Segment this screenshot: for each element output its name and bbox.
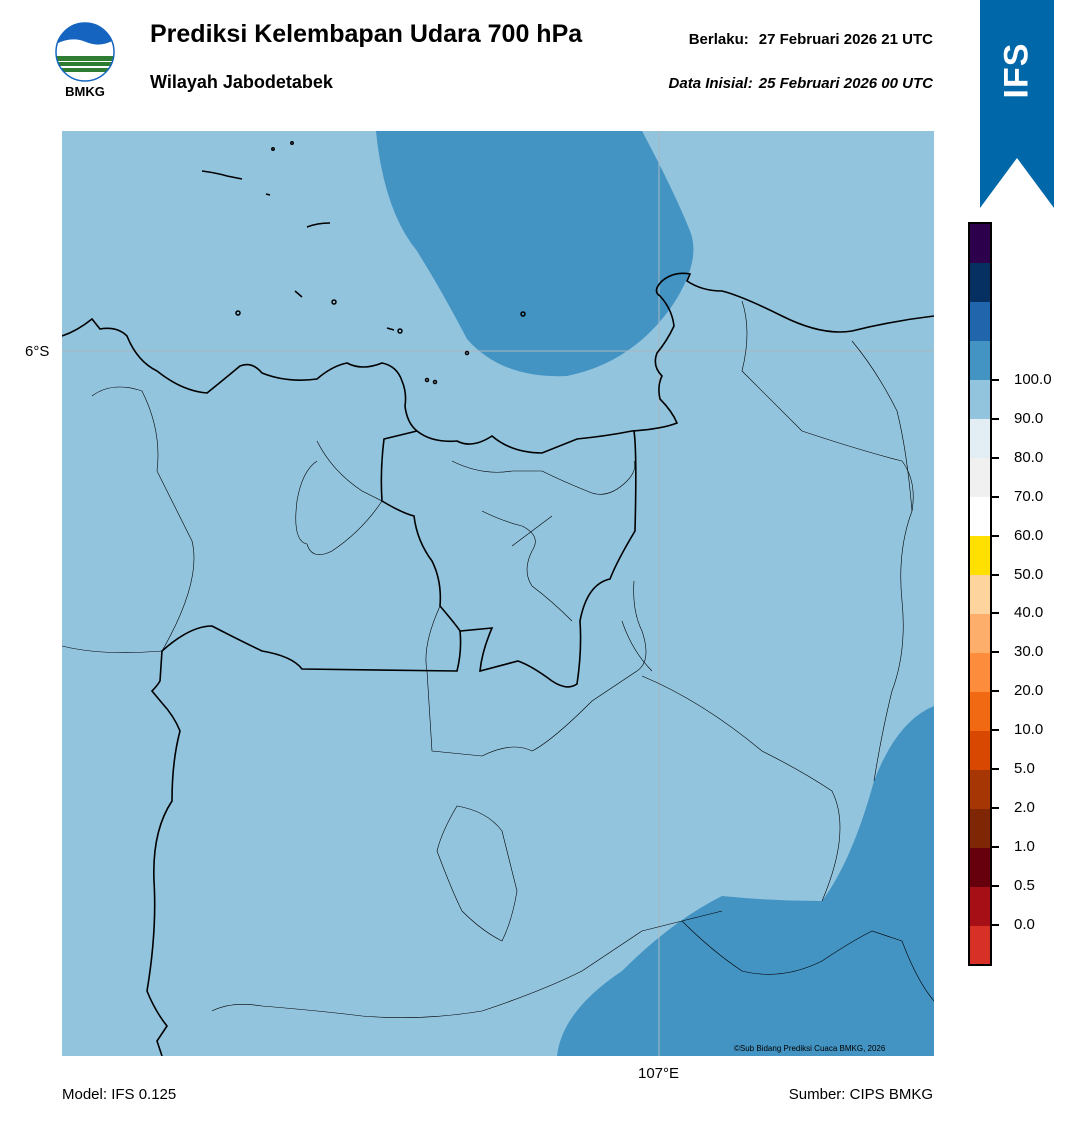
- colorbar-tick: [992, 885, 999, 888]
- colorbar-segment: [970, 847, 990, 887]
- ribbon-text: IFS: [997, 42, 1036, 98]
- colorbar-tick: [992, 807, 999, 810]
- colorbar-segment: [970, 769, 990, 809]
- colorbar-segment: [970, 535, 990, 576]
- colorbar-tick: [992, 768, 999, 771]
- colorbar-segment: [970, 730, 990, 770]
- coastline: [62, 272, 934, 454]
- colorbar-tick: [992, 924, 999, 927]
- colorbar-tick-label: 80.0: [1014, 448, 1044, 466]
- map-title: Prediksi Kelembapan Udara 700 hPa: [150, 20, 583, 48]
- ifs-ribbon-icon: [980, 0, 1054, 208]
- regency-boundaries: [62, 300, 934, 1018]
- valid-label: Berlaku:: [688, 31, 749, 48]
- colorbar-tick-label: 0.0: [1014, 916, 1035, 934]
- ribbon-label: IFS: [980, 0, 1054, 140]
- colorbar-tick: [992, 456, 999, 459]
- colorbar-tick: [992, 573, 999, 576]
- map-subtitle: Wilayah Jabodetabek: [150, 72, 333, 92]
- colorbar-tick-label: 5.0: [1014, 760, 1035, 778]
- valid-value: 27 Februari 2026 21 UTC: [758, 31, 933, 48]
- colorbar-segment: [970, 379, 990, 420]
- colorbar-tick: [992, 417, 999, 420]
- colorbar-tick-label: 10.0: [1014, 721, 1044, 739]
- thousand-islands: [201, 141, 526, 385]
- colorbar-tick: [992, 846, 999, 849]
- colorbar-tick-label: 70.0: [1014, 487, 1044, 505]
- colorbar-tick-label: 1.0: [1014, 838, 1035, 856]
- colorbar-tick-label: 30.0: [1014, 643, 1044, 661]
- colorbar-segment: [970, 224, 990, 264]
- humidity-70-80-region-south: [557, 706, 934, 1056]
- colorbar-segment: [970, 886, 990, 926]
- model-label: Model: IFS 0.125: [62, 1086, 177, 1103]
- colorbar-segment: [970, 340, 990, 381]
- colorbar-segment: [970, 457, 990, 498]
- init-label: Data Inisial:: [668, 75, 753, 92]
- init-value: 25 Februari 2026 00 UTC: [758, 75, 933, 92]
- colorbar-segment: [970, 574, 990, 614]
- colorbar-tick: [992, 495, 999, 498]
- province-boundary: [380, 430, 637, 688]
- colorbar-tick: [992, 534, 999, 537]
- colorbar-segment: [970, 808, 990, 848]
- source-label: Sumber: CIPS BMKG: [788, 1086, 933, 1103]
- latitude-label: 6°S: [25, 343, 50, 360]
- colorbar-tick-label: 90.0: [1014, 409, 1044, 427]
- colorbar-tick-label: 60.0: [1014, 526, 1044, 544]
- init-time: Data Inisial: 25 Februari 2026 00 UTC: [669, 75, 933, 92]
- longitude-label: 107°E: [638, 1065, 680, 1082]
- colorbar-segment: [970, 613, 990, 653]
- colorbar-tick-label: 50.0: [1014, 565, 1044, 583]
- colorbar-tick-label: 0.5: [1014, 877, 1035, 895]
- bmkg-logo-icon: [55, 22, 115, 82]
- colorbar-tick: [992, 378, 999, 381]
- colorbar: [968, 222, 992, 966]
- colorbar-tick-label: 100.0: [1014, 370, 1052, 388]
- colorbar-segment: [970, 496, 990, 537]
- humidity-map: [62, 131, 934, 1056]
- colorbar-tick-label: 20.0: [1014, 682, 1044, 700]
- colorbar-segment: [970, 652, 990, 692]
- colorbar-tick: [992, 690, 999, 693]
- valid-time: Berlaku: 27 Februari 2026 21 UTC: [689, 31, 933, 48]
- colorbar-tick-label: 40.0: [1014, 604, 1044, 622]
- colorbar-segment: [970, 925, 990, 964]
- humidity-70-80-region-north: [376, 131, 694, 377]
- colorbar-segment: [970, 262, 990, 303]
- map-copyright: ©Sub Bidang Prediksi Cuaca BMKG, 2026: [734, 1044, 886, 1053]
- colorbar-segment: [970, 691, 990, 731]
- province-boundary-west: [146, 625, 462, 1056]
- colorbar-tick: [992, 612, 999, 615]
- colorbar-segment: [970, 301, 990, 342]
- colorbar-tick-label: 2.0: [1014, 799, 1035, 817]
- logo-text: BMKG: [65, 84, 105, 99]
- colorbar-tick: [992, 651, 999, 654]
- colorbar-segment: [970, 418, 990, 459]
- colorbar-tick: [992, 729, 999, 732]
